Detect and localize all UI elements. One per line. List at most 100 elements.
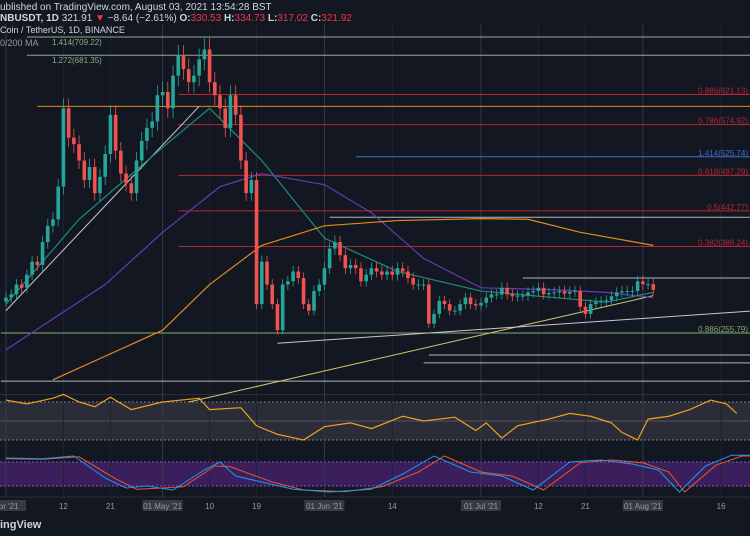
x-tick-label: 21: [581, 502, 590, 511]
tradingview-brand: ingView: [0, 519, 42, 531]
moving-average-line: [5, 107, 654, 305]
candle-body: [233, 95, 238, 115]
candle-body: [406, 271, 410, 279]
candle-body: [166, 91, 170, 109]
close-value: 321.92: [321, 13, 352, 24]
candle-body: [494, 294, 499, 296]
x-tick-label: 01 May '21: [143, 502, 182, 511]
down-arrow-icon: ▼: [95, 13, 105, 24]
x-tick-label: 10: [205, 502, 214, 511]
candle-body: [19, 284, 24, 288]
candle-body: [526, 292, 530, 296]
trendline: [277, 310, 750, 344]
level-label: 0.886(255.79): [698, 325, 748, 334]
candle-body: [30, 261, 34, 275]
candle-body: [51, 219, 55, 226]
candle-body: [343, 255, 348, 269]
x-tick-label: 14: [388, 502, 397, 511]
open-label: O:: [179, 13, 191, 24]
candle-body: [119, 150, 123, 174]
candle-body: [427, 284, 431, 324]
high-label: H:: [223, 13, 235, 24]
candle-body: [103, 153, 107, 177]
candle-body: [186, 69, 191, 83]
stoch-band: [0, 462, 750, 486]
candle-body: [134, 160, 139, 194]
level-label: 0.382(388.24): [698, 239, 748, 248]
candle-body: [181, 56, 186, 70]
candle-body: [359, 268, 363, 282]
candle-body: [651, 284, 656, 290]
level-label: 1.272(681.35): [52, 56, 102, 65]
candle-body: [249, 180, 254, 194]
candle-body: [500, 287, 504, 295]
candle-body: [380, 271, 384, 275]
candle-body: [614, 292, 619, 297]
candle-body: [280, 284, 285, 331]
candle-body: [437, 300, 442, 314]
candle-body: [411, 278, 415, 285]
candle-body: [35, 261, 40, 265]
rsi-line: [5, 393, 738, 441]
candle-body: [604, 300, 609, 302]
header: ublished on TradingView.com, August 03, …: [0, 0, 750, 24]
candle-body: [202, 49, 207, 60]
candle-body: [259, 261, 264, 305]
x-tick-label: 12: [534, 502, 543, 511]
candle-body: [218, 95, 222, 109]
moving-average-line: [5, 172, 654, 351]
candle-body: [9, 294, 14, 298]
candle-body: [520, 295, 525, 297]
candle-body: [14, 284, 19, 295]
candle-body: [515, 295, 520, 297]
trendline: [5, 105, 200, 311]
candle-body: [192, 75, 196, 83]
candle-body: [333, 242, 337, 249]
candle-body: [567, 291, 572, 294]
candle-body: [583, 306, 588, 314]
ticker-line: NBUSDT, 1D 321.91 ▼ −8.64 (−2.61%) O:330…: [0, 13, 352, 24]
candle-body: [630, 291, 635, 293]
candle-body: [207, 49, 212, 83]
candle-body: [275, 304, 280, 331]
level-label: 0.618(497.29): [698, 167, 748, 176]
candle-body: [421, 284, 426, 286]
candle-body: [291, 271, 295, 282]
candle-body: [400, 268, 405, 272]
level-label: 0.886(621.13): [698, 87, 748, 96]
candle-body: [197, 59, 201, 76]
candle-body: [327, 248, 332, 269]
candle-body: [458, 304, 462, 311]
candle-body: [265, 261, 269, 285]
low-value: 317.02: [277, 13, 308, 24]
tick-box: [0, 500, 26, 511]
candle-body: [77, 144, 81, 161]
candle-body: [353, 264, 358, 269]
x-tick-label: 01 Jun '21: [306, 502, 343, 511]
candle-body: [599, 300, 603, 303]
candle-body: [145, 127, 149, 141]
level-label: 0.5(442.77): [707, 203, 748, 212]
candle-body: [447, 304, 452, 311]
candle-body: [562, 291, 567, 294]
candle-body: [374, 268, 379, 272]
tick-box: [304, 500, 345, 511]
candle-body: [463, 297, 468, 305]
high-value: 334.73: [234, 13, 266, 24]
candle-body: [301, 278, 306, 305]
candle-body: [531, 291, 536, 293]
candle-body: [541, 287, 546, 295]
candle-body: [56, 186, 60, 220]
candle-body: [306, 304, 311, 311]
candle-body: [113, 114, 118, 151]
x-tick-label: 19: [252, 502, 261, 511]
candle-body: [4, 297, 8, 302]
candle-body: [338, 242, 342, 256]
candle-body: [588, 304, 593, 314]
candle-body: [160, 91, 165, 96]
x-tick-label: 12: [59, 502, 68, 511]
candle-body: [416, 284, 421, 286]
candle-body: [270, 284, 275, 305]
candle-body: [317, 284, 321, 292]
